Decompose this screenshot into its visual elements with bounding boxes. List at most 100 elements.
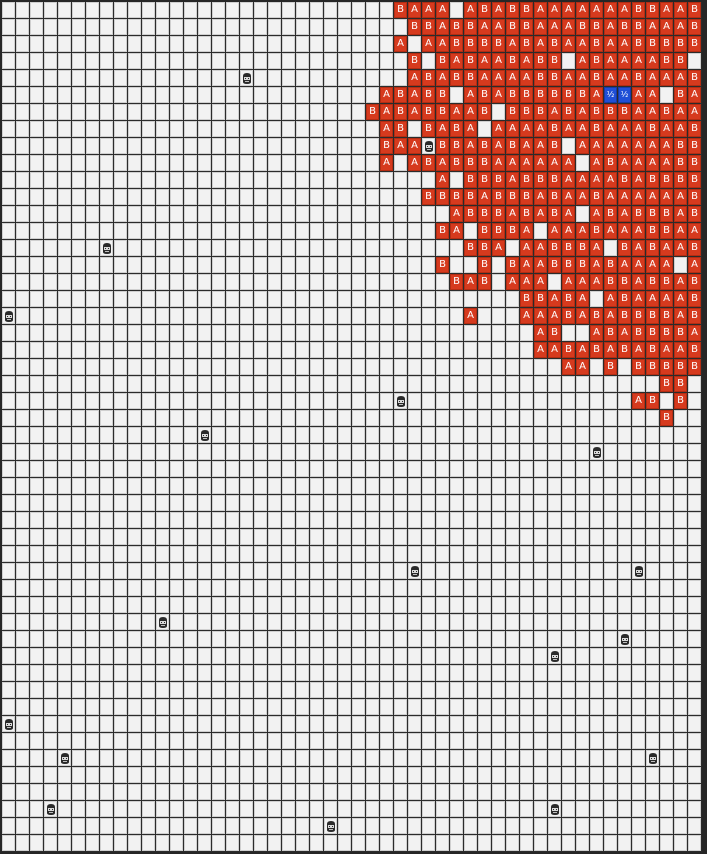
grid-cell[interactable]	[254, 784, 267, 800]
grid-cell[interactable]	[58, 257, 71, 273]
grid-cell[interactable]	[58, 121, 71, 137]
grid-cell[interactable]	[58, 138, 71, 154]
grid-cell[interactable]	[2, 393, 15, 409]
grid-cell[interactable]	[324, 342, 337, 358]
grid-cell[interactable]	[478, 801, 491, 817]
grid-cell[interactable]	[142, 342, 155, 358]
grid-cell[interactable]	[310, 87, 323, 103]
grid-cell[interactable]	[436, 427, 449, 443]
grid-cell[interactable]	[646, 512, 659, 528]
grid-cell[interactable]	[338, 19, 351, 35]
grid-cell[interactable]	[226, 733, 239, 749]
revealed-cell[interactable]: A	[688, 257, 701, 273]
grid-cell[interactable]	[688, 461, 701, 477]
grid-cell[interactable]	[198, 614, 211, 630]
grid-cell[interactable]	[282, 665, 295, 681]
grid-cell[interactable]	[240, 308, 253, 324]
revealed-cell[interactable]: A	[618, 121, 631, 137]
grid-cell[interactable]	[16, 784, 29, 800]
grid-cell[interactable]	[352, 87, 365, 103]
grid-cell[interactable]	[646, 648, 659, 664]
grid-cell[interactable]	[240, 631, 253, 647]
revealed-cell[interactable]: A	[604, 342, 617, 358]
grid-cell[interactable]	[212, 733, 225, 749]
grid-cell[interactable]	[128, 733, 141, 749]
grid-cell[interactable]	[576, 699, 589, 715]
grid-cell[interactable]	[604, 801, 617, 817]
grid-cell[interactable]	[16, 206, 29, 222]
revealed-cell[interactable]: A	[422, 2, 435, 18]
grid-cell[interactable]	[464, 410, 477, 426]
grid-cell[interactable]	[240, 325, 253, 341]
grid-cell[interactable]	[2, 257, 15, 273]
grid-cell[interactable]	[562, 597, 575, 613]
grid-cell[interactable]	[198, 529, 211, 545]
grid-cell[interactable]	[282, 733, 295, 749]
grid-cell[interactable]	[506, 648, 519, 664]
grid-cell[interactable]	[562, 512, 575, 528]
grid-cell[interactable]	[604, 699, 617, 715]
grid-cell[interactable]	[156, 801, 169, 817]
grid-cell[interactable]	[282, 546, 295, 562]
grid-cell[interactable]	[240, 206, 253, 222]
grid-cell[interactable]	[436, 308, 449, 324]
grid-cell[interactable]	[142, 291, 155, 307]
grid-cell[interactable]	[450, 172, 463, 188]
revealed-cell[interactable]: B	[646, 223, 659, 239]
grid-cell[interactable]	[576, 461, 589, 477]
grid-cell[interactable]	[632, 614, 645, 630]
grid-cell[interactable]	[338, 597, 351, 613]
grid-cell[interactable]	[2, 597, 15, 613]
grid-cell[interactable]	[450, 257, 463, 273]
grid-cell[interactable]	[310, 733, 323, 749]
grid-cell[interactable]	[72, 206, 85, 222]
grid-cell[interactable]	[352, 546, 365, 562]
grid-cell[interactable]	[100, 121, 113, 137]
grid-cell[interactable]	[30, 189, 43, 205]
grid-cell[interactable]	[156, 206, 169, 222]
revealed-cell[interactable]: B	[632, 206, 645, 222]
grid-cell[interactable]	[478, 512, 491, 528]
grid-cell[interactable]	[478, 546, 491, 562]
grid-cell[interactable]	[72, 308, 85, 324]
revealed-cell[interactable]: B	[478, 240, 491, 256]
grid-cell[interactable]	[408, 427, 421, 443]
grid-cell[interactable]	[198, 274, 211, 290]
grid-cell[interactable]	[576, 784, 589, 800]
grid-cell[interactable]	[338, 291, 351, 307]
grid-cell[interactable]	[44, 172, 57, 188]
grid-cell[interactable]	[184, 665, 197, 681]
grid-cell[interactable]	[226, 665, 239, 681]
grid-cell[interactable]	[170, 478, 183, 494]
grid-cell[interactable]	[366, 580, 379, 596]
grid-cell[interactable]	[296, 444, 309, 460]
grid-cell[interactable]	[30, 614, 43, 630]
grid-cell[interactable]	[646, 784, 659, 800]
grid-cell[interactable]	[464, 818, 477, 834]
revealed-cell[interactable]: A	[590, 240, 603, 256]
grid-cell[interactable]	[310, 495, 323, 511]
revealed-cell[interactable]: A	[590, 138, 603, 154]
grid-cell[interactable]	[282, 750, 295, 766]
grid-cell[interactable]	[324, 155, 337, 171]
grid-cell[interactable]	[478, 427, 491, 443]
revealed-cell[interactable]: B	[576, 257, 589, 273]
grid-cell[interactable]	[450, 427, 463, 443]
grid-cell[interactable]	[100, 104, 113, 120]
grid-cell[interactable]	[2, 631, 15, 647]
grid-cell[interactable]	[254, 699, 267, 715]
grid-cell[interactable]	[282, 70, 295, 86]
grid-cell[interactable]	[534, 563, 547, 579]
grid-cell[interactable]	[2, 512, 15, 528]
revealed-cell[interactable]: A	[604, 36, 617, 52]
grid-cell[interactable]	[604, 478, 617, 494]
grid-cell[interactable]	[408, 750, 421, 766]
grid-cell[interactable]	[44, 716, 57, 732]
grid-cell[interactable]	[576, 682, 589, 698]
grid-cell[interactable]	[2, 699, 15, 715]
grid-cell[interactable]	[520, 801, 533, 817]
grid-cell[interactable]	[128, 444, 141, 460]
revealed-cell[interactable]: B	[534, 87, 547, 103]
grid-cell[interactable]	[632, 784, 645, 800]
revealed-cell[interactable]: A	[436, 70, 449, 86]
